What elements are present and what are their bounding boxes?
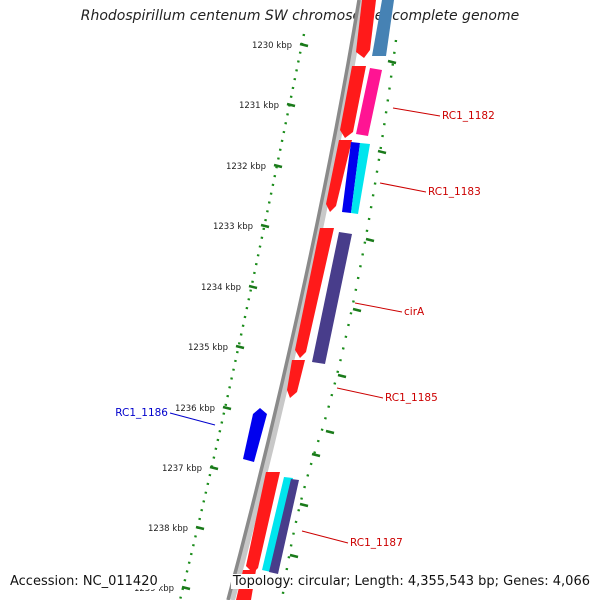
gene-arrow[interactable] <box>340 66 366 138</box>
outer-tick-mark <box>299 502 309 508</box>
gene-arrow[interactable] <box>372 0 394 56</box>
gene-leader-lines <box>169 107 441 544</box>
tick-label: 1237 kbp <box>162 464 202 474</box>
tick-mark <box>260 223 270 229</box>
tick-label: 1236 kbp <box>175 404 215 414</box>
gene-label[interactable]: RC1_1182 <box>442 110 495 122</box>
gene-arrow[interactable] <box>326 140 352 212</box>
gene-arrow[interactable] <box>246 472 280 573</box>
reverse-strand-genes <box>243 0 394 574</box>
gene-label[interactable]: RC1_1183 <box>428 186 481 198</box>
tick-label: 1234 kbp <box>201 283 241 293</box>
tick-label: 1231 kbp <box>239 101 279 111</box>
tick-mark <box>195 525 205 531</box>
gene-arrow[interactable] <box>243 408 267 462</box>
tick-mark <box>181 585 191 591</box>
tick-mark <box>286 102 296 108</box>
outer-tick-mark <box>352 307 362 313</box>
tick-label: 1232 kbp <box>226 162 266 172</box>
gene-label[interactable]: cirA <box>404 306 425 318</box>
accession-text: Accession: NC_011420 <box>8 574 160 589</box>
gene-arrow[interactable] <box>269 479 299 574</box>
outer-tick-mark <box>377 149 387 155</box>
tick-mark <box>209 465 219 471</box>
tick-marks <box>181 42 397 591</box>
tick-labels: 1230 kbp 1231 kbp 1232 kbp 1233 kbp 1234 kbp… <box>134 41 292 594</box>
tick-mark <box>299 42 309 48</box>
outer-tick-mark <box>325 429 335 435</box>
outer-tick-mark <box>289 553 299 559</box>
outer-tick-mark <box>337 373 347 379</box>
gene-label[interactable]: RC1_1185 <box>385 392 438 404</box>
tick-label: 1230 kbp <box>252 41 292 51</box>
backbone <box>226 0 366 600</box>
tick-mark <box>235 344 245 350</box>
tick-label: 1238 kbp <box>148 524 188 534</box>
tick-mark <box>273 163 283 169</box>
gene-arrow[interactable] <box>342 142 360 213</box>
topology-text: Topology: circular; Length: 4,355,543 bp… <box>230 574 592 589</box>
gene-labels: RC1_1182 RC1_1183 cirA RC1_1185 RC1_1186 RC1_… <box>115 110 495 549</box>
outer-tick-mark <box>311 452 321 458</box>
gene-arrow[interactable] <box>287 360 305 398</box>
tick-label: 1235 kbp <box>188 343 228 353</box>
gc-skew-inner-track <box>178 33 306 600</box>
tick-label: 1233 kbp <box>213 222 253 232</box>
gene-arrow[interactable] <box>295 228 334 358</box>
outer-tick-mark <box>387 59 397 65</box>
gene-label[interactable]: RC1_1187 <box>350 537 403 549</box>
tick-label: 1239 kbp <box>134 584 174 594</box>
outer-tick-mark <box>365 237 375 243</box>
gene-arrow[interactable] <box>356 0 376 58</box>
gene-arrow[interactable] <box>351 143 370 214</box>
tick-mark <box>248 284 258 290</box>
gene-arrow[interactable] <box>312 232 352 364</box>
gene-arrow[interactable] <box>262 477 293 572</box>
tick-mark <box>222 405 232 411</box>
gene-arrow[interactable] <box>356 68 382 136</box>
map-title: Rhodospirillum centenum SW chromosome, c… <box>80 8 520 24</box>
gene-label[interactable]: RC1_1186 <box>115 407 168 419</box>
